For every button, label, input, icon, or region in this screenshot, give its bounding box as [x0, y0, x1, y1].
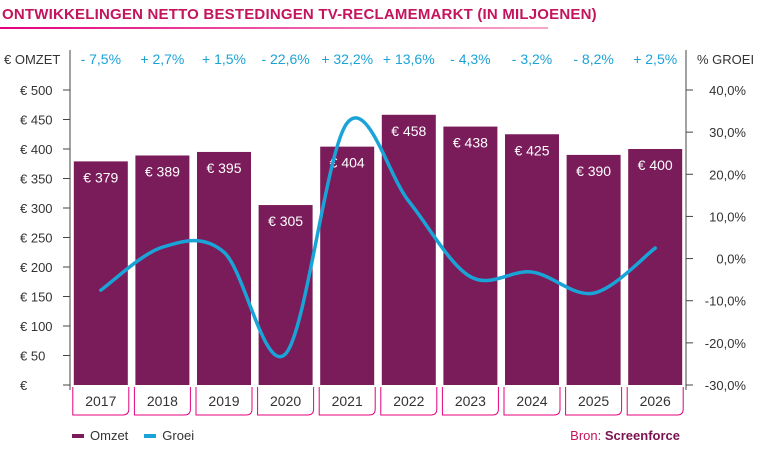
year-label: 2026 [640, 393, 671, 409]
right-tick-label: 0,0% [716, 252, 746, 267]
bar-value-label: € 458 [391, 123, 426, 139]
growth-label: + 13,6% [383, 51, 435, 67]
year-box [441, 387, 499, 416]
left-tick-label: € 450 [20, 113, 53, 128]
growth-label: - 3,2% [512, 51, 552, 67]
year-box [318, 387, 376, 416]
left-tick-label: € [20, 378, 28, 393]
bar-value-label: € 395 [206, 160, 241, 176]
left-tick-label: € 300 [20, 201, 53, 216]
left-tick-label: € 250 [20, 231, 53, 246]
source-brand: Screenforce [604, 428, 680, 443]
left-tick-label: € 100 [20, 319, 53, 334]
growth-label: + 2,5% [633, 51, 677, 67]
bar-value-label: € 389 [145, 163, 180, 179]
year-label: 2018 [147, 393, 178, 409]
legend-item-groei: Groei [144, 428, 194, 443]
growth-label: + 32,2% [321, 51, 373, 67]
legend-swatch-omzet [72, 433, 84, 438]
bar-omzet [135, 155, 190, 385]
legend-label-omzet: Omzet [90, 428, 129, 443]
right-tick-label: 10,0% [709, 209, 746, 224]
bar-value-label: € 425 [514, 142, 549, 158]
year-label: 2025 [578, 393, 609, 409]
source-prefix: Bron: [570, 428, 605, 443]
year-box [133, 387, 191, 416]
bar-value-label: € 390 [576, 163, 611, 179]
bar-omzet [197, 151, 251, 385]
growth-line [99, 116, 657, 359]
year-label: 2021 [332, 393, 363, 409]
right-tick-label: 30,0% [709, 125, 746, 140]
bar-omzet [381, 114, 436, 385]
bar-value-label: € 305 [268, 213, 303, 229]
year-label: 2023 [455, 393, 486, 409]
bar-omzet [505, 134, 559, 385]
right-tick-label: 40,0% [709, 83, 746, 98]
year-label: 2019 [208, 393, 239, 409]
chart-title: ONTWIKKELINGEN NETTO BESTEDINGEN TV-RECL… [2, 6, 597, 23]
right-tick-label: -30,0% [705, 378, 747, 393]
bar-value-label: € 379 [83, 169, 118, 185]
right-tick-label: -20,0% [705, 336, 747, 351]
year-label: 2024 [516, 393, 547, 409]
year-label: 2022 [393, 393, 424, 409]
growth-label: + 2,7% [140, 51, 184, 67]
left-axis-title: € OMZET [4, 52, 60, 67]
legend-item-omzet: Omzet [72, 428, 128, 443]
growth-label: - 8,2% [573, 51, 613, 67]
bar-value-label: € 438 [453, 135, 488, 151]
year-box [565, 387, 623, 416]
year-box [626, 387, 684, 416]
legend-swatch-groei [144, 433, 157, 438]
growth-label: - 4,3% [450, 51, 490, 67]
right-tick-label: 20,0% [709, 167, 746, 182]
left-tick-label: € 50 [20, 349, 45, 364]
year-box [503, 387, 561, 416]
left-tick-label: € 150 [20, 290, 53, 305]
right-axis-title: % GROEI [697, 52, 754, 67]
bar-omzet [628, 149, 683, 385]
bar-omzet [73, 161, 128, 385]
year-label: 2017 [85, 393, 116, 409]
left-tick-label: € 400 [20, 142, 53, 157]
year-box [380, 387, 438, 416]
left-tick-label: € 500 [20, 83, 53, 98]
growth-label: + 1,5% [202, 51, 246, 67]
bar-omzet [566, 154, 621, 385]
growth-label: - 22,6% [261, 51, 309, 67]
bar-omzet [443, 126, 498, 385]
year-label: 2020 [270, 393, 301, 409]
left-tick-label: € 200 [20, 260, 53, 275]
growth-label: - 7,5% [81, 51, 121, 67]
bar-value-label: € 404 [330, 155, 365, 171]
year-box [257, 387, 315, 416]
title-underline [0, 27, 548, 29]
bar-omzet [320, 146, 375, 385]
bar-value-label: € 400 [638, 157, 673, 173]
legend-label-groei: Groei [162, 428, 195, 443]
right-tick-label: -10,0% [705, 294, 747, 309]
year-box [72, 387, 130, 416]
year-box [195, 387, 253, 416]
source-note: Bron: Screenforce [570, 428, 680, 443]
legend: Omzet Groei [72, 428, 210, 443]
left-tick-label: € 350 [20, 172, 53, 187]
